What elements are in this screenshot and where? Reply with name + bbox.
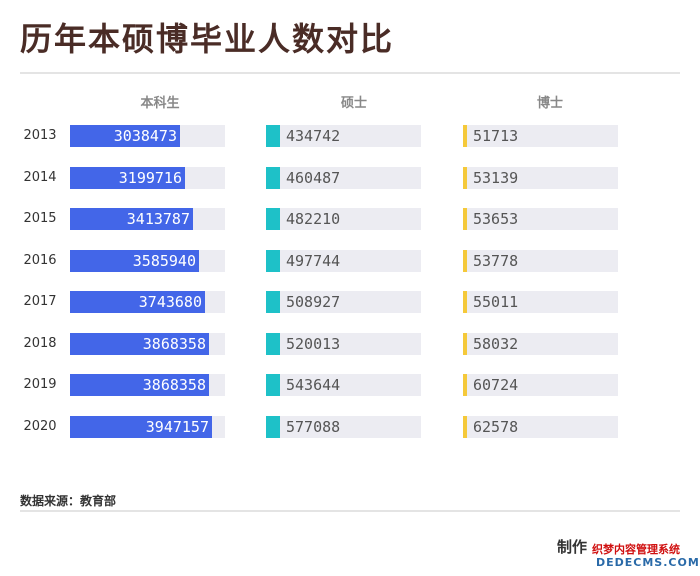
bar-track: 3868358 [70,374,225,396]
bar-track: 543644 [266,374,421,396]
watermark [590,540,700,570]
year-label: 2020 [23,418,57,434]
year-label: 2018 [23,335,57,351]
bar-track: 60724 [463,374,618,396]
bar-track: 508927 [266,291,421,313]
bar-value-label: 60724 [473,376,519,394]
bar [463,249,467,272]
bar [266,415,280,438]
bar-value-label: 543644 [286,376,341,394]
bar [463,166,467,189]
year-label: 2019 [23,377,57,392]
bar [266,249,280,272]
column-header-1: 硕士 [340,96,367,111]
bar-value-label: 3199716 [118,168,182,187]
bar-value-label: 53139 [473,168,519,187]
bar-value-label: 53653 [473,210,519,228]
bar-track: 434742 [266,125,421,147]
chart-title: 历年本硕博毕业人数对比 [20,20,395,58]
bar-value-label: 3585940 [132,251,196,270]
bar-value-label: 460487 [286,168,341,187]
bar-track: 482210 [266,208,421,230]
bar-value-label: 55011 [473,293,519,311]
bar-value-label: 3868358 [142,334,206,353]
bar-track: 520013 [266,332,421,355]
bar [463,208,467,230]
bar-value-label: 3868358 [142,376,206,394]
bar-value-label: 482210 [286,210,341,228]
bar [70,415,212,438]
bar-track: 3199716 [70,166,225,189]
year-label: 2014 [23,169,57,185]
column-header-2: 博士 [536,96,563,111]
bar [70,166,185,189]
bar [70,249,199,272]
bar-track: 53778 [463,249,618,272]
column-header-0: 本科生 [140,96,180,111]
source-note: 数据来源：教育部 [20,494,117,508]
bar [70,332,209,355]
bar-track: 3947157 [70,415,225,438]
bar-value-label: 3038473 [113,127,177,145]
bar [463,125,467,147]
title-divider [20,72,680,74]
bar [70,291,205,313]
bar [70,374,209,396]
bar-track: 497744 [266,249,421,272]
bar-track: 460487 [266,166,421,189]
bar-value-label: 51713 [473,127,519,145]
bar [266,374,280,396]
footer-divider [20,510,680,512]
year-label: 2013 [23,128,57,143]
bar-track: 3868358 [70,332,225,355]
bar-value-label: 53778 [473,251,519,270]
bar [70,125,180,147]
bar-track: 577088 [266,415,421,438]
bar-track: 51713 [463,125,618,147]
watermark-text: 织梦内容管理系统 [592,543,680,556]
bar-value-label: 3413787 [126,210,190,228]
bar-track: 58032 [463,332,618,355]
bar-value-label: 520013 [286,334,341,353]
year-label: 2015 [23,211,57,226]
bar-value-label: 508927 [286,293,341,311]
bar-value-label: 58032 [473,334,519,353]
bar [266,332,280,355]
bar [266,125,280,147]
bar-value-label: 62578 [473,417,519,436]
bar-track: 3413787 [70,208,225,230]
maker-label: 制作 [557,538,588,556]
bar [266,208,280,230]
bar [266,291,280,313]
bar-value-label: 577088 [286,417,341,436]
bar [463,332,467,355]
bar-track: 55011 [463,291,618,313]
bar-track: 3038473 [70,125,225,147]
bar [266,166,280,189]
bar-value-label: 434742 [286,127,341,145]
bar-track: 3743680 [70,291,225,313]
bar-value-label: 3743680 [138,293,202,311]
bar-value-label: 497744 [286,251,341,270]
bar-track: 53139 [463,166,618,189]
bar-track: 3585940 [70,249,225,272]
bar [463,374,467,396]
bar [463,415,467,438]
year-label: 2017 [23,294,57,309]
bar-value-label: 3947157 [145,417,209,436]
bar-track: 62578 [463,415,618,438]
bar [463,291,467,313]
watermark-url: DEDECMS.COM [596,556,700,569]
year-label: 2016 [23,252,57,268]
bar [70,208,193,230]
bar-track: 53653 [463,208,618,230]
